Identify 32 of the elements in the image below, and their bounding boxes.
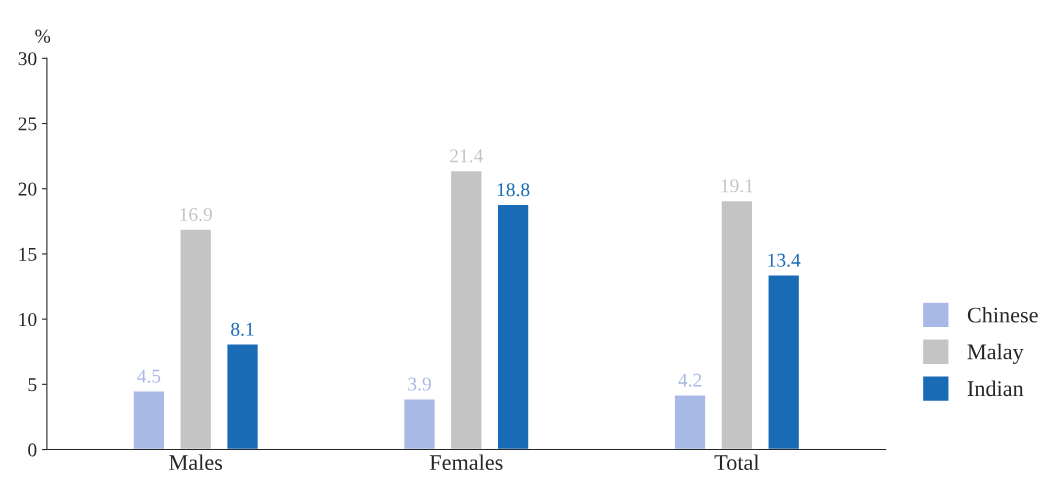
data-label: 18.8 bbox=[497, 183, 530, 197]
y-tick-label: 25 bbox=[18, 117, 37, 131]
data-label: 3.9 bbox=[408, 377, 431, 391]
y-tick-label: 15 bbox=[19, 247, 37, 261]
y-tick-label: 20 bbox=[18, 182, 37, 196]
bar bbox=[225, 343, 260, 450]
bar bbox=[132, 390, 166, 450]
bar bbox=[767, 274, 801, 450]
legend-label: Indian bbox=[967, 380, 1024, 397]
data-label: 21.4 bbox=[450, 149, 484, 163]
bar bbox=[720, 199, 754, 450]
legend-label: Malay bbox=[967, 343, 1024, 364]
data-label: 4.2 bbox=[678, 373, 702, 387]
data-label: 19.1 bbox=[721, 179, 753, 193]
x-tick-label: Males bbox=[169, 454, 223, 471]
y-tick-label: 5 bbox=[28, 378, 37, 392]
data-label: 4.5 bbox=[137, 369, 161, 383]
bar bbox=[179, 228, 213, 450]
x-tick-label: Females bbox=[429, 454, 503, 471]
y-axis-title: % bbox=[35, 29, 51, 43]
data-label: 16.9 bbox=[180, 207, 212, 222]
y-tick-label: 10 bbox=[19, 312, 37, 327]
x-tick-label: Total bbox=[714, 454, 760, 471]
bar bbox=[673, 394, 707, 450]
legend-label: Chinese bbox=[967, 306, 1038, 323]
bar bbox=[449, 169, 483, 450]
bar bbox=[496, 203, 530, 450]
data-label: 13.4 bbox=[768, 253, 801, 267]
data-label: 8.1 bbox=[231, 322, 254, 336]
y-tick-label: 0 bbox=[28, 443, 37, 457]
bar bbox=[402, 397, 437, 450]
y-tick-label: 30 bbox=[18, 52, 37, 66]
